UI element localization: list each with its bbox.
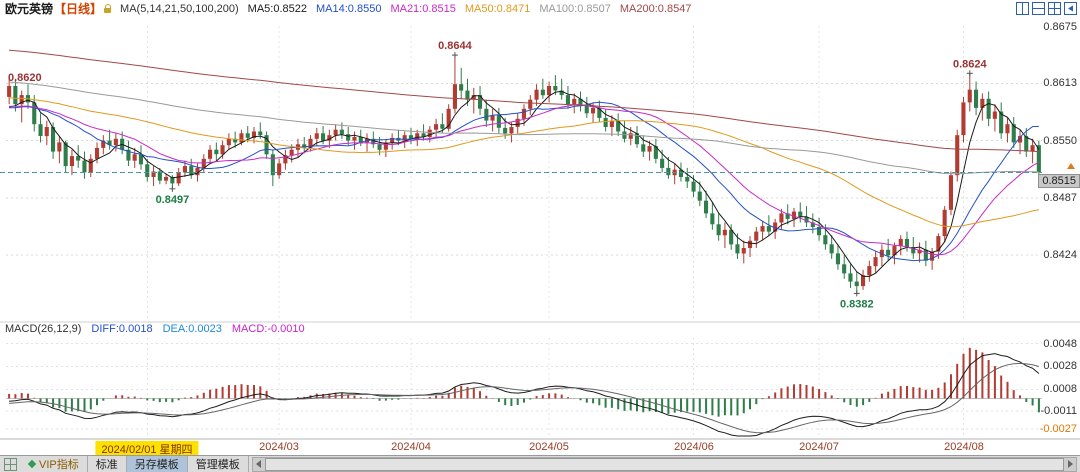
ma5-readout: MA5:0.8522 (247, 2, 307, 15)
ma21-readout: MA21:0.8515 (390, 2, 456, 15)
macd-value-readout: MACD:-0.0010 (231, 323, 305, 335)
tab-manage-template[interactable]: 管理模板 (188, 456, 249, 472)
grid-panes-icon[interactable] (1048, 2, 1061, 15)
layout-grid-icon[interactable] (4, 457, 17, 471)
grid-lines (0, 26, 1080, 440)
date-tick-label: 2024/06 (674, 441, 714, 453)
ma14-readout: MA14:0.8550 (316, 2, 382, 15)
symbol-name: 欧元英镑 (5, 2, 54, 16)
scrollbar-thumb[interactable] (264, 457, 1064, 471)
date-tick-label: 2024/07 (799, 441, 839, 453)
chart-header: 欧元英镑 【日线】 MA(5,14,21,50,100,200) MA5:0.8… (5, 1, 691, 16)
tab-standard[interactable]: 标准 (88, 456, 127, 472)
time-axis: 2024/02/01 星期四 2024/03 2024/04 2024/05 2024/… (0, 441, 1080, 457)
tab-save-template[interactable]: 另存模板 (126, 456, 188, 472)
symbol-group: 欧元英镑 【日线】 (5, 0, 112, 17)
timeframe-label[interactable]: 【日线】 (54, 2, 103, 16)
price-annotation: 0.8644 (438, 40, 473, 52)
split-rows-icon[interactable] (1032, 2, 1045, 15)
annotations: 0.8620 0.8497 0.8644 0.8382 0.8624 (0, 40, 1042, 310)
ma50-readout: MA50:0.8471 (464, 2, 531, 15)
split-columns-icon[interactable] (1016, 2, 1029, 15)
macd-diff-readout: DIFF:0.0018 (91, 323, 153, 335)
lock-icon[interactable] (104, 3, 112, 13)
scroll-left-icon[interactable] (253, 458, 265, 471)
macd-plot (8, 347, 1040, 437)
layout-toolbar (1016, 2, 1077, 15)
macd-dea-readout: DEA:0.0023 (162, 323, 222, 335)
date-tick-label: 2024/03 (259, 441, 299, 453)
date-tick-label: 2024/08 (944, 441, 984, 453)
price-annotation: 0.8497 (156, 194, 190, 206)
last-price-tag: 0.8515 (1038, 174, 1080, 189)
date-tick-label: 2024/04 (391, 441, 431, 453)
expand-pane-icon[interactable] (1064, 2, 1077, 15)
diamond-icon (27, 459, 37, 469)
bottom-bar: VIP指标 标准 另存模板 管理模板 (0, 455, 1080, 472)
ma200-readout: MA200:0.8547 (619, 2, 692, 15)
macd-header: MACD(26,12,9) DIFF:0.0018 DEA:0.0023 MAC… (5, 323, 305, 335)
selected-date-label: 2024/02/01 星期四 (95, 441, 199, 457)
macd-params-label[interactable]: MACD(26,12,9) (5, 323, 82, 335)
ma100-readout: MA100:0.8507 (539, 2, 611, 15)
price-annotation: 0.8624 (953, 58, 988, 70)
tab-vip-indicators[interactable]: VIP指标 (21, 456, 88, 472)
ma-lines (8, 49, 1040, 278)
candles (7, 55, 1041, 294)
date-tick-label: 2024/05 (529, 441, 569, 453)
scroll-right-icon[interactable] (1064, 458, 1076, 471)
price-annotation: 0.8382 (840, 298, 874, 310)
tab-vip-label: VIP指标 (39, 459, 79, 471)
ma-settings-label[interactable]: MA(5,14,21,50,100,200) (120, 2, 239, 15)
price-up-arrow-icon (1067, 163, 1075, 170)
horizontal-scrollbar[interactable] (251, 456, 1077, 472)
price-annotation: 0.8620 (8, 72, 42, 84)
